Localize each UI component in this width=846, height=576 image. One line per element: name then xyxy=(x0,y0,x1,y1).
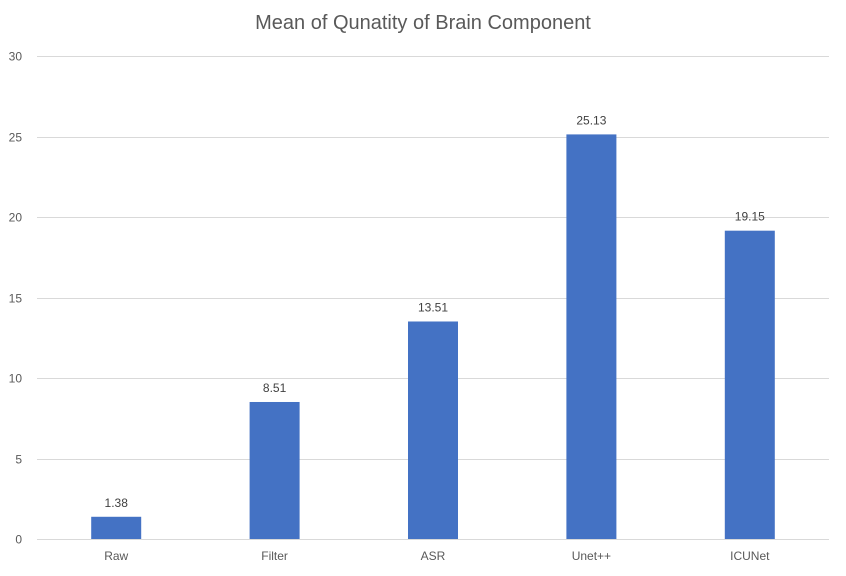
y-tick-label: 15 xyxy=(9,292,23,306)
y-tick-label: 10 xyxy=(9,372,23,386)
data-label: 19.15 xyxy=(735,210,765,224)
x-tick-label: Raw xyxy=(104,549,128,563)
y-tick-label: 20 xyxy=(9,211,23,225)
x-tick-label: ASR xyxy=(421,549,446,563)
data-label: 13.51 xyxy=(418,300,448,314)
data-labels: 1.38 8.51 13.51 25.13 19.15 xyxy=(105,113,766,509)
data-label: 8.51 xyxy=(263,381,287,395)
x-tick-label: Filter xyxy=(261,549,288,563)
data-label: 1.38 xyxy=(105,496,129,510)
x-tick-label: ICUNet xyxy=(730,549,770,563)
chart-title: Mean of Qunatity of Brain Component xyxy=(255,12,591,34)
bars xyxy=(91,134,775,540)
y-axis-ticks: 0 5 10 15 20 25 30 xyxy=(9,50,23,547)
bar-asr xyxy=(408,321,458,539)
y-tick-label: 25 xyxy=(9,131,23,145)
y-tick-label: 0 xyxy=(15,533,22,547)
bar-unet- xyxy=(566,134,617,540)
y-tick-label: 5 xyxy=(15,453,22,467)
bar-filter xyxy=(249,401,300,539)
x-axis-ticks: Raw Filter ASR Unet++ ICUNet xyxy=(104,549,770,563)
y-tick-label: 30 xyxy=(9,50,23,64)
bar-raw xyxy=(91,516,142,539)
data-label: 25.13 xyxy=(576,113,606,127)
x-tick-label: Unet++ xyxy=(572,549,611,563)
bar-icunet xyxy=(724,230,775,539)
